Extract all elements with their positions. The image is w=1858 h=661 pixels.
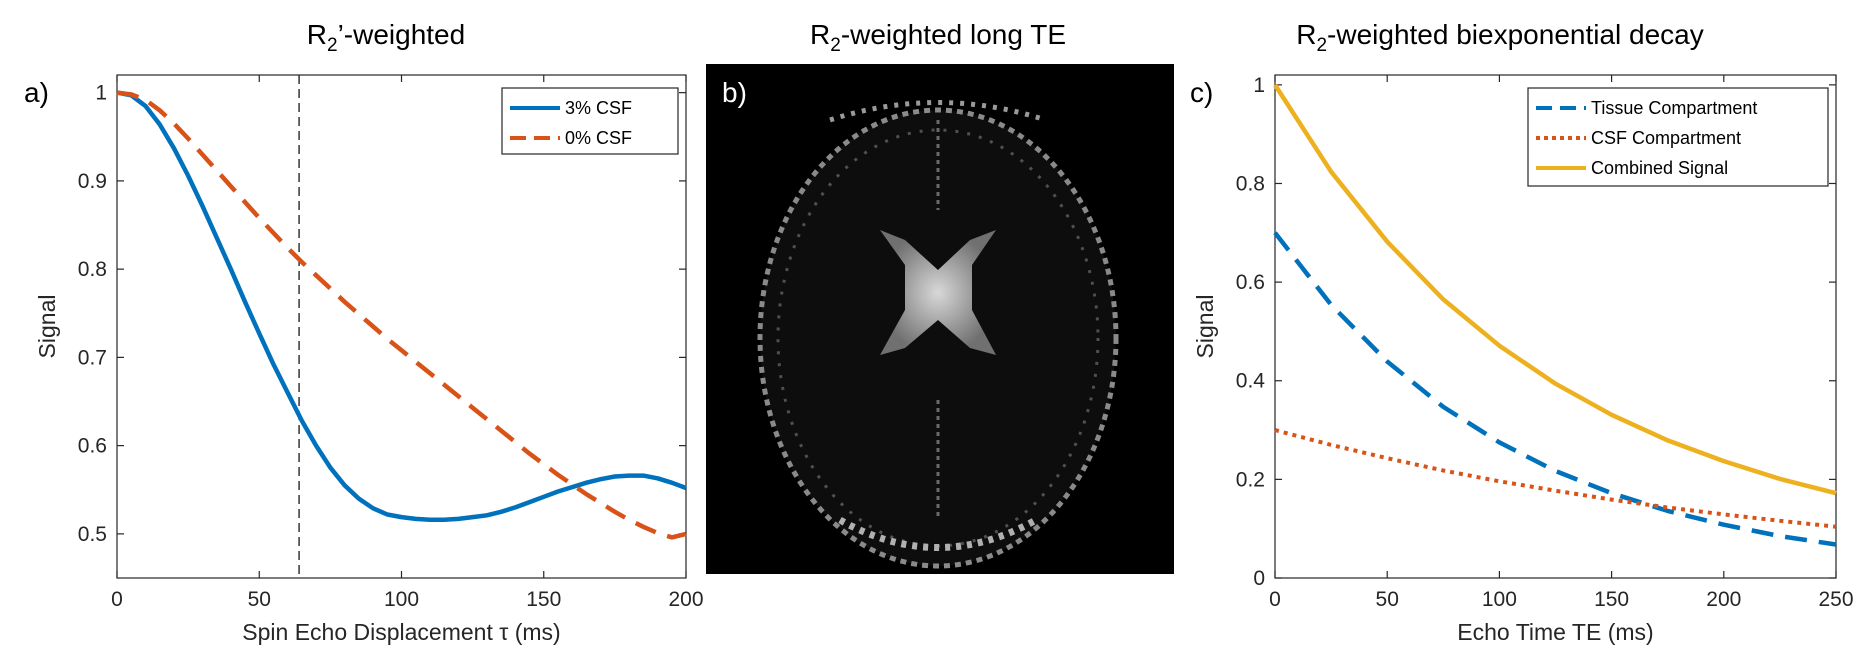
y-tick-label-a: 0.6 — [78, 435, 107, 458]
x-tick-label-a: 200 — [668, 588, 703, 611]
brain-image-panel: b) — [706, 64, 1174, 574]
panel-label-b: b) — [722, 77, 747, 108]
title-c: R2-weighted biexponential decay — [1296, 19, 1704, 56]
y-tick-label-c: 0.6 — [1236, 271, 1265, 294]
legend-box-a — [501, 87, 679, 155]
panel-label-a: a) — [24, 77, 49, 108]
legend-label-c-2: Combined Signal — [1591, 158, 1728, 178]
y-tick-label-c: 1 — [1253, 74, 1265, 97]
series-line-c-2 — [1273, 83, 1837, 496]
chart-c: 0 50 100 150 200 250 0 0.2 0.4 0.6 0.8 1 Echo Time T… — [1192, 74, 1854, 645]
y-tick-label-c: 0.2 — [1236, 468, 1265, 491]
y-tick-label-a: 0.9 — [78, 170, 107, 193]
x-tick-label-a: 50 — [248, 588, 271, 611]
y-tick-label-a: 1 — [95, 82, 107, 105]
series-line-a-1 — [116, 90, 687, 540]
x-tick-label-a: 100 — [384, 588, 419, 611]
y-tick-label-a: 0.7 — [78, 346, 107, 369]
y-tick-label-c: 0 — [1253, 567, 1265, 590]
legend-label-a-0: 3% CSF — [565, 98, 632, 118]
legend-label-c-0: Tissue Compartment — [1591, 98, 1757, 118]
series-line-c-1 — [1274, 428, 1837, 529]
legend-label-c-1: CSF Compartment — [1591, 128, 1741, 148]
y-tick-label-c: 0.4 — [1236, 370, 1266, 393]
x-tick-label-c: 100 — [1482, 588, 1517, 611]
x-axis-label-a: Spin Echo Displacement τ (ms) — [242, 619, 560, 645]
x-tick-label-c: 200 — [1706, 588, 1741, 611]
x-tick-label-c: 250 — [1818, 588, 1853, 611]
brain-mri-slice-image — [757, 100, 1119, 569]
y-tick-label-a: 0.8 — [78, 258, 107, 281]
y-axis-label-a: Signal — [34, 295, 60, 359]
title-b: R2-weighted long TE — [810, 19, 1066, 56]
axes-box-c — [1274, 74, 1837, 579]
x-tick-label-a: 0 — [111, 588, 123, 611]
x-tick-label-c: 0 — [1269, 588, 1281, 611]
x-tick-label-c: 150 — [1594, 588, 1629, 611]
y-tick-label-a: 0.5 — [78, 523, 107, 546]
series-line-a-0 — [116, 90, 687, 523]
series-line-c-0 — [1273, 231, 1837, 547]
x-tick-label-c: 50 — [1376, 588, 1399, 611]
y-tick-label-c: 0.8 — [1236, 172, 1265, 195]
y-axis-label-c: Signal — [1192, 295, 1218, 359]
legend-label-a-1: 0% CSF — [565, 128, 632, 148]
x-axis-label-c: Echo Time TE (ms) — [1457, 619, 1653, 645]
title-a: R2’-weighted — [307, 19, 465, 56]
chart-a: 0 50 100 150 200 0.5 0.6 0.7 0.8 0.9 1 Spin Echo Di… — [34, 74, 704, 645]
x-tick-label-a: 150 — [526, 588, 561, 611]
panel-label-c: c) — [1190, 77, 1213, 108]
